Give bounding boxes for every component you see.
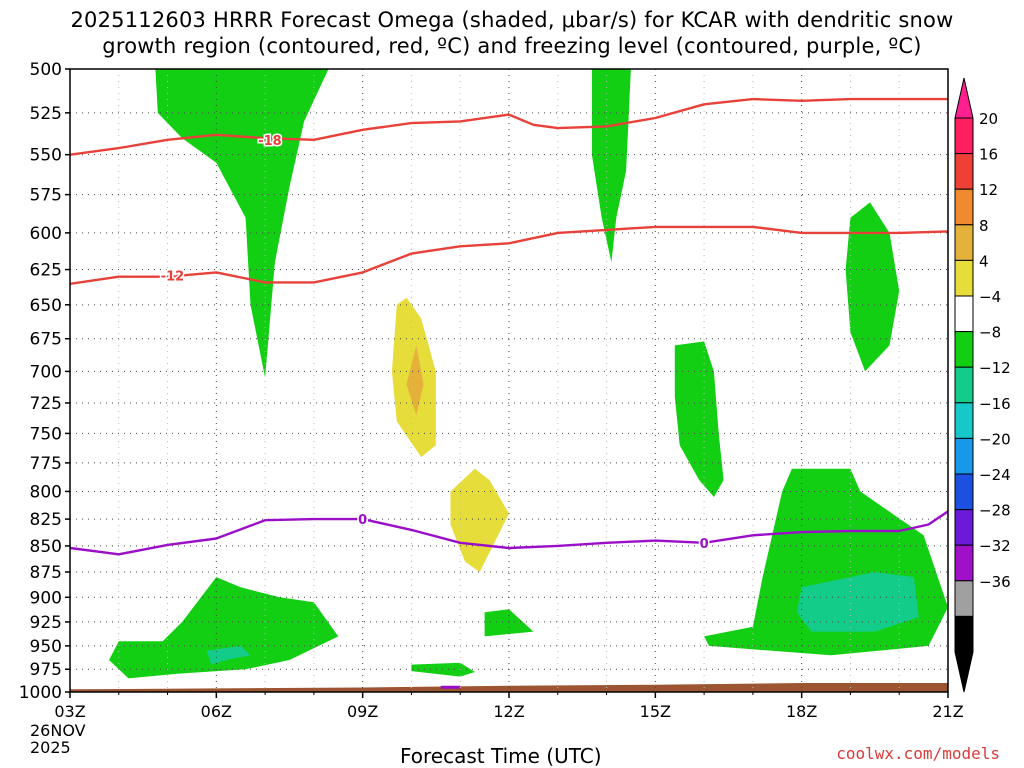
omega-region-9 — [411, 662, 475, 677]
colorbar-segment — [954, 473, 974, 511]
omega-region-7 — [206, 645, 251, 665]
contour-line-0 — [70, 97, 948, 156]
colorbar-label: 16 — [979, 146, 998, 164]
contour-label: 0 — [700, 537, 709, 552]
colorbar-segment — [954, 544, 974, 582]
x-tick-label: 18Z — [786, 702, 817, 721]
colorbar-label: −16 — [979, 395, 1011, 413]
omega-region-11 — [406, 345, 424, 416]
x-tick-label: 09Z — [347, 702, 378, 721]
omega-region-1 — [591, 69, 631, 263]
y-tick-label: 1000 — [19, 683, 62, 703]
y-tick-label: 875 — [30, 563, 62, 583]
colorbar-bottom-arrow — [954, 651, 974, 693]
y-tick-label: 600 — [30, 224, 62, 244]
y-tick-label: 975 — [30, 660, 62, 680]
colorbar-segment — [954, 188, 974, 226]
y-tick-label: 725 — [30, 394, 62, 414]
y-tick-label: 825 — [30, 510, 62, 530]
y-tick-label: 925 — [30, 613, 62, 633]
x-tick-label: 15Z — [640, 702, 671, 721]
colorbar-label: −28 — [979, 502, 1011, 520]
contour-line-1 — [70, 225, 948, 285]
y-tick-label: 525 — [30, 104, 62, 124]
colorbar-label: −12 — [979, 359, 1011, 377]
contour-label: 0 — [358, 513, 367, 528]
y-tick-label: 675 — [30, 330, 62, 350]
colorbar-segment — [954, 295, 974, 333]
colorbar-label: 4 — [979, 252, 989, 270]
colorbar-segment — [954, 331, 974, 368]
colorbar-segment — [954, 224, 974, 261]
x-tick-label: 21Z — [932, 702, 963, 721]
colorbar-segment — [954, 615, 974, 653]
y-tick-label: 650 — [30, 296, 62, 316]
colorbar-segment — [954, 117, 974, 155]
y-tick-label: 850 — [30, 537, 62, 557]
colorbar-label: −8 — [979, 324, 1001, 342]
contour-label: -18 — [258, 134, 282, 149]
colorbar-label: 20 — [979, 110, 998, 128]
colorbar-segment — [954, 580, 974, 617]
colorbar-segment — [954, 153, 974, 190]
y-tick-label: 750 — [30, 424, 62, 444]
y-tick-label: 625 — [30, 261, 62, 281]
y-tick-label: 900 — [30, 588, 62, 608]
y-tick-label: 575 — [30, 186, 62, 206]
omega-region-8 — [484, 609, 534, 637]
omega-region-6 — [109, 577, 339, 679]
y-tick-label: 950 — [30, 637, 62, 657]
omega-region-2 — [845, 202, 900, 372]
y-tick-label: 500 — [30, 60, 62, 80]
y-tick-label: 700 — [30, 362, 62, 382]
y-tick-label: 800 — [30, 482, 62, 502]
omega-region-12 — [450, 468, 509, 572]
colorbar-label: −4 — [979, 288, 1001, 306]
omega-region-3 — [674, 341, 724, 497]
colorbar-top-arrow — [954, 77, 974, 119]
contour-label: -12 — [161, 269, 185, 284]
colorbar-label: 8 — [979, 217, 989, 235]
omega-region-5 — [796, 572, 919, 632]
x-tick-label: 12Z — [493, 702, 524, 721]
omega-region-0 — [155, 69, 329, 378]
x-axis-label: Forecast Time (UTC) — [400, 744, 602, 768]
y-tick-label: 775 — [30, 454, 62, 474]
chart-title-line2: growth region (contoured, red, ºC) and f… — [102, 34, 922, 58]
x-date-label: 26NOV — [30, 721, 86, 740]
contour-line-2 — [70, 510, 948, 556]
x-tick-label: 03Z — [54, 702, 85, 721]
colorbar-label: −20 — [979, 430, 1011, 448]
colorbar-label: −36 — [979, 573, 1011, 591]
x-tick-label: 06Z — [201, 702, 232, 721]
chart-title-line1: 2025112603 HRRR Forecast Omega (shaded, … — [70, 8, 954, 32]
colorbar-label: −32 — [979, 537, 1011, 555]
colorbar-segment — [954, 437, 974, 475]
colorbar-label: 12 — [979, 181, 998, 199]
y-tick-label: 550 — [30, 146, 62, 166]
colorbar-segment — [954, 509, 974, 546]
credit-text: coolwx.com/models — [836, 744, 1000, 763]
colorbar-segment — [954, 402, 974, 439]
colorbar-segment — [954, 259, 974, 297]
colorbar-segment — [954, 366, 974, 404]
colorbar-label: −24 — [979, 466, 1011, 484]
x-date-label: 2025 — [30, 738, 71, 757]
